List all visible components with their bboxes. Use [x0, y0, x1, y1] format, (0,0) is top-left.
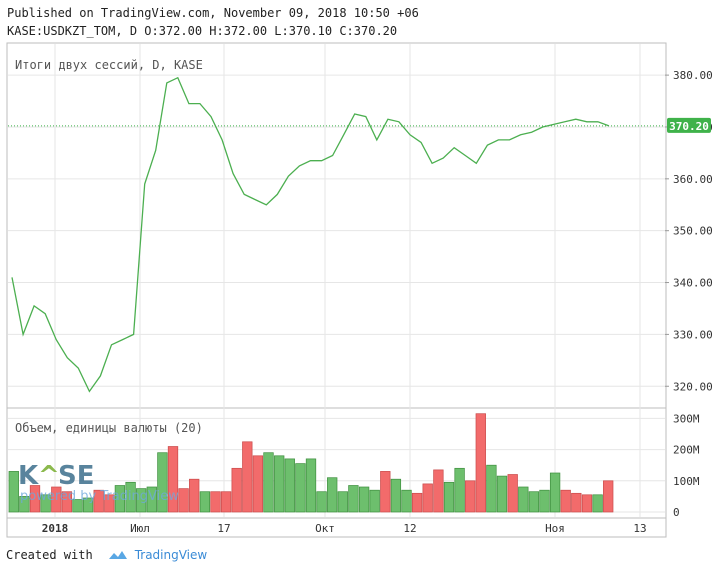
volume-bar — [274, 455, 285, 513]
ohlc-line: KASE:USDKZT_TOM, D O:372.00 H:372.00 L:3… — [7, 24, 398, 38]
price-tick-label: 330.00 — [673, 328, 713, 341]
volume-bar — [82, 497, 94, 513]
volume-bar — [422, 483, 433, 513]
volume-bar — [136, 488, 147, 513]
volume-bar — [19, 496, 30, 513]
x-tick-label: 12 — [403, 522, 416, 535]
volume-bar — [411, 492, 423, 513]
kase-watermark: K ^ SE powered by TradingView — [18, 459, 188, 511]
volume-bar — [146, 486, 157, 513]
volume-bar — [252, 455, 264, 513]
volume-bar — [507, 474, 518, 513]
volume-bar — [549, 472, 561, 513]
volume-bar — [581, 494, 593, 513]
price-tick-label: 350.00 — [673, 225, 713, 238]
svg-text:^: ^ — [38, 461, 60, 491]
volume-bar — [114, 485, 126, 513]
volume-bar — [167, 446, 179, 513]
price-series — [8, 76, 665, 393]
price-tick-label: 360.00 — [673, 173, 713, 186]
price-line — [11, 76, 610, 393]
volume-bar — [157, 452, 168, 513]
x-tick-label: 2018 — [42, 522, 69, 535]
volume-bar — [539, 489, 550, 513]
volume-bar — [305, 458, 317, 513]
volume-bar — [29, 485, 41, 513]
volume-bar — [284, 458, 295, 513]
volume-bar — [390, 478, 402, 513]
grid — [8, 44, 665, 517]
tradingview-link[interactable]: TradingView — [107, 548, 208, 562]
volume-tick-label: 100M — [673, 475, 700, 488]
volume-bar — [125, 481, 136, 513]
volume-bar — [443, 481, 455, 513]
price-pane-title: Итоги двух сессий, D, KASE — [15, 58, 203, 72]
volume-bar — [242, 441, 253, 513]
volume-bar — [295, 463, 306, 513]
volume-bars — [8, 413, 614, 513]
volume-bar — [486, 464, 497, 513]
volume-bar — [210, 491, 221, 513]
volume-bar — [72, 499, 83, 513]
volume-bar — [231, 467, 242, 513]
x-tick-label: 13 — [633, 522, 646, 535]
volume-bar — [104, 494, 115, 513]
tradingview-cloud-icon — [108, 551, 127, 559]
volume-bar — [337, 491, 348, 513]
volume-bar — [327, 477, 338, 513]
x-tick-label: 17 — [217, 522, 230, 535]
svg-text:K: K — [18, 461, 39, 491]
volume-bar — [369, 489, 380, 513]
created-with-label: Created with — [6, 548, 93, 562]
volume-bar — [475, 413, 486, 513]
volume-bar — [40, 494, 51, 513]
volume-bar — [433, 469, 444, 513]
chart-area[interactable]: 2018Июл17Окт12Ноя13380.00370.00360.00350… — [0, 0, 720, 545]
volume-bar — [528, 491, 540, 513]
svg-text:SE: SE — [58, 461, 95, 491]
volume-bar — [51, 486, 62, 513]
volume-bar — [8, 471, 19, 513]
volume-bar — [454, 467, 465, 513]
volume-bar — [220, 491, 232, 513]
volume-bar — [592, 494, 603, 513]
volume-bar — [61, 491, 73, 513]
volume-bar — [401, 489, 412, 513]
volume-pane-title: Объем, единицы валюты (20) — [15, 421, 203, 435]
volume-bar — [518, 486, 529, 513]
volume-tick-label: 0 — [673, 506, 680, 519]
price-tick-label: 320.00 — [673, 380, 713, 393]
volume-bar — [560, 489, 571, 513]
volume-bar — [465, 480, 476, 513]
volume-bar — [199, 491, 211, 513]
volume-bar — [358, 486, 370, 513]
powered-by-text: powered by TradingView — [20, 489, 179, 504]
volume-bar — [178, 488, 189, 513]
tradingview-brand: TradingView — [134, 548, 208, 562]
price-tick-label: 380.00 — [673, 69, 713, 82]
volume-bar — [603, 480, 614, 513]
x-tick-label: Июл — [130, 522, 150, 535]
volume-bar — [496, 475, 508, 513]
volume-tick-label: 300M — [673, 412, 700, 425]
volume-bar — [93, 489, 104, 513]
price-tick-label: 340.00 — [673, 277, 713, 290]
volume-bar — [189, 478, 200, 513]
volume-bar — [263, 452, 274, 513]
volume-bar — [380, 471, 391, 513]
x-tick-label: Окт — [315, 522, 335, 535]
published-line: Published on TradingView.com, November 0… — [7, 6, 419, 20]
volume-bar — [348, 485, 359, 513]
volume-tick-label: 200M — [673, 444, 700, 457]
chart-frame — [6, 42, 667, 538]
footer: Created with TradingView — [6, 548, 207, 562]
axes: 2018Июл17Окт12Ноя13380.00370.00360.00350… — [42, 69, 713, 535]
volume-bar — [571, 492, 582, 513]
last-price-tag: 370.20 — [667, 117, 711, 133]
volume-bar — [316, 491, 327, 513]
svg-text:370.20: 370.20 — [669, 120, 709, 133]
x-tick-label: Ноя — [545, 522, 565, 535]
